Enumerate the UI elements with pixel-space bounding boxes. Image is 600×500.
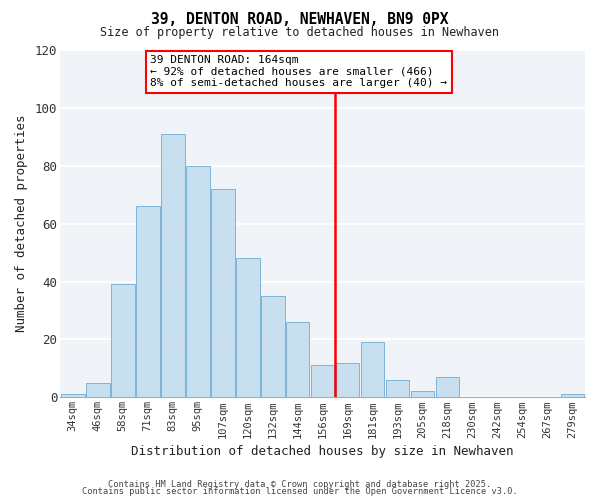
Bar [361, 342, 385, 398]
Bar [286, 322, 310, 398]
Bar [61, 394, 85, 398]
Bar [111, 284, 134, 398]
Text: Size of property relative to detached houses in Newhaven: Size of property relative to detached ho… [101, 26, 499, 39]
Bar [410, 392, 434, 398]
Text: 39, DENTON ROAD, NEWHAVEN, BN9 0PX: 39, DENTON ROAD, NEWHAVEN, BN9 0PX [151, 12, 449, 28]
Bar [261, 296, 284, 398]
Bar [386, 380, 409, 398]
Bar [560, 394, 584, 398]
Bar [336, 362, 359, 398]
Text: 39 DENTON ROAD: 164sqm
← 92% of detached houses are smaller (466)
8% of semi-det: 39 DENTON ROAD: 164sqm ← 92% of detached… [151, 55, 448, 88]
Bar [186, 166, 209, 398]
Bar [86, 383, 110, 398]
Text: Contains HM Land Registry data © Crown copyright and database right 2025.: Contains HM Land Registry data © Crown c… [109, 480, 491, 489]
Bar [136, 206, 160, 398]
Bar [436, 377, 460, 398]
Bar [311, 366, 334, 398]
Text: Contains public sector information licensed under the Open Government Licence v3: Contains public sector information licen… [82, 488, 518, 496]
Bar [211, 189, 235, 398]
X-axis label: Distribution of detached houses by size in Newhaven: Distribution of detached houses by size … [131, 444, 514, 458]
Y-axis label: Number of detached properties: Number of detached properties [15, 115, 28, 332]
Bar [236, 258, 260, 398]
Bar [161, 134, 185, 398]
